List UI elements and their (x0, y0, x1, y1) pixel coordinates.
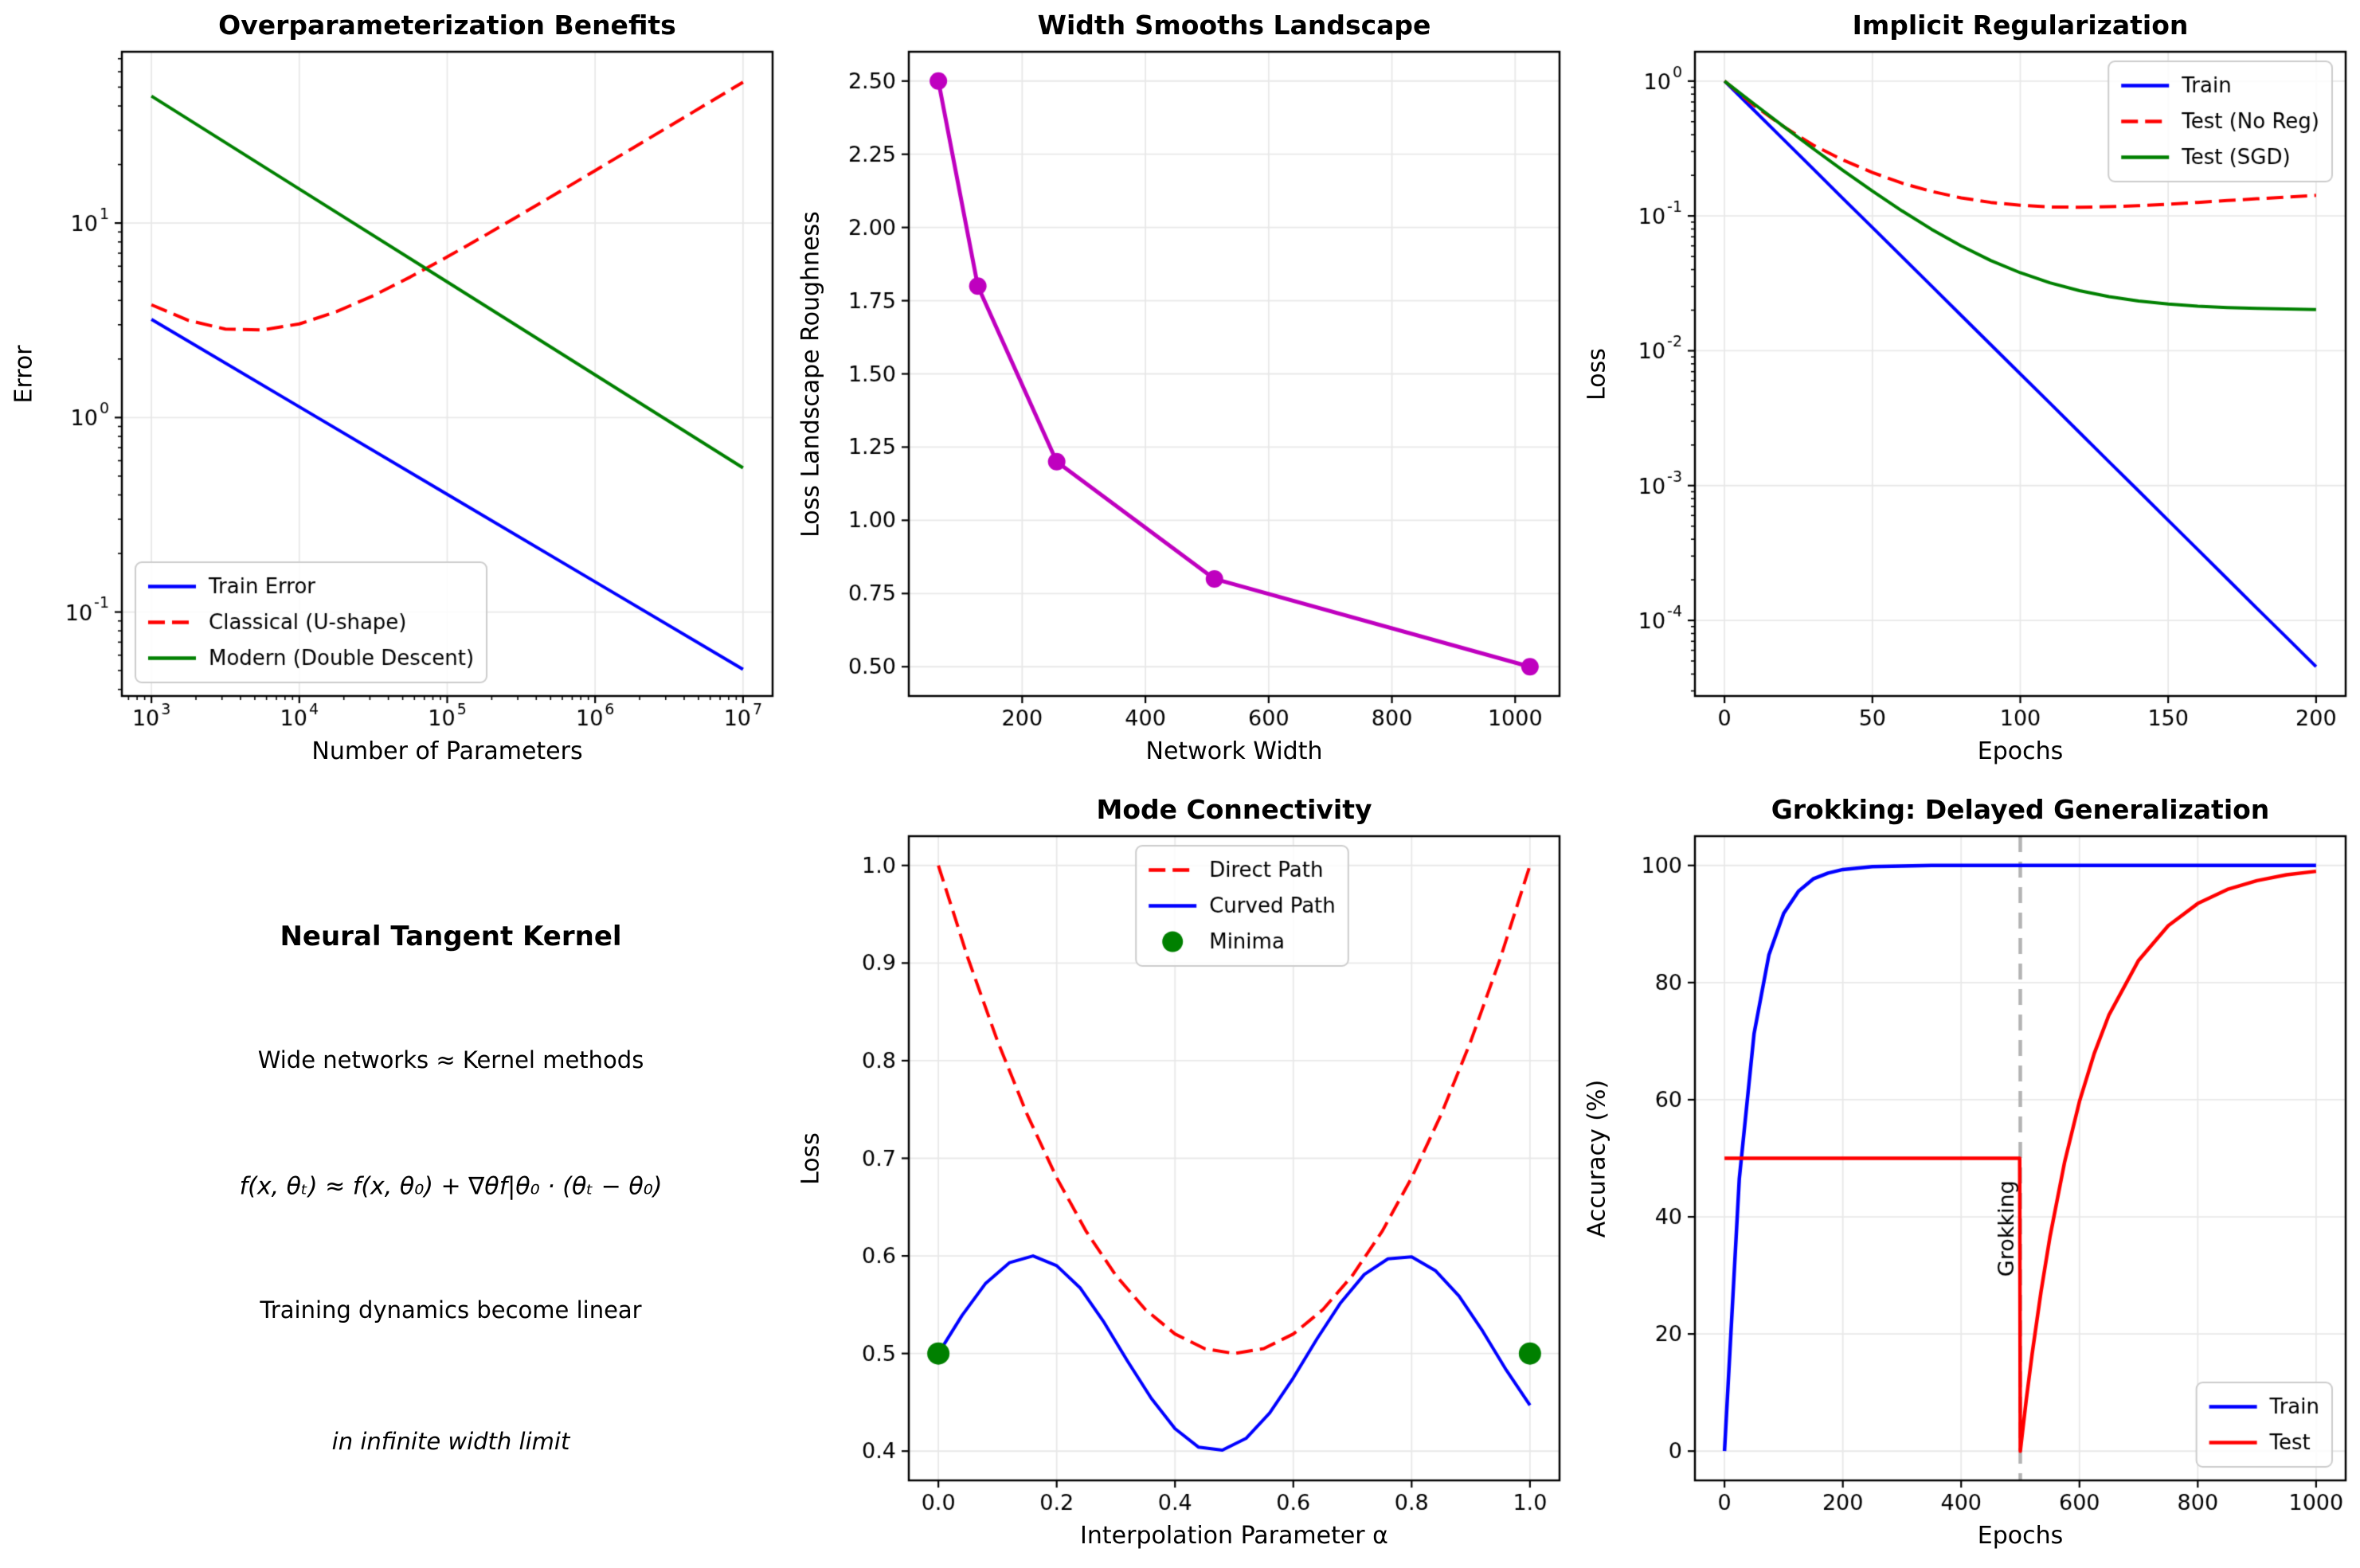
mode-connectivity-chart-canvas (787, 784, 1574, 1568)
chart-title-implicit-regularization: Implicit Regularization (1852, 10, 2189, 41)
y-axis-label: Error (10, 345, 38, 404)
ntk-line-wide-networks: Wide networks ≈ Kernel methods (257, 1046, 644, 1073)
y-axis-label: Loss Landscape Roughness (796, 211, 825, 538)
panel-mode-connectivity: Mode Connectivity Interpolation Paramete… (787, 784, 1574, 1568)
y-axis-label: Loss (796, 1132, 825, 1185)
chart-title-width-smooths: Width Smooths Landscape (1037, 10, 1431, 41)
x-axis-label: Epochs (1977, 737, 2064, 765)
width-smooths-chart-canvas (787, 0, 1574, 784)
panel-neural-tangent-kernel: Neural Tangent Kernel Wide networks ≈ Ke… (0, 784, 787, 1568)
x-axis-label: Interpolation Parameter α (1080, 1522, 1388, 1550)
ntk-line-infinite-width: in infinite width limit (331, 1428, 570, 1455)
grokking-chart-canvas (1573, 784, 2360, 1568)
x-axis-label: Epochs (1977, 1522, 2064, 1550)
chart-title-mode-connectivity: Mode Connectivity (1096, 794, 1372, 825)
panel-implicit-regularization: Implicit Regularization Epochs Loss (1573, 0, 2360, 784)
panel-overparameterization: Overparameterization Benefits Number of … (0, 0, 787, 784)
x-axis-label: Number of Parameters (311, 737, 583, 765)
x-axis-label: Network Width (1145, 737, 1323, 765)
y-axis-label: Loss (1583, 348, 1611, 401)
ntk-line-training-dynamics: Training dynamics become linear (260, 1296, 642, 1324)
chart-title-overparameterization: Overparameterization Benefits (218, 10, 676, 41)
chart-title-grokking: Grokking: Delayed Generalization (1771, 794, 2270, 825)
ntk-title: Neural Tangent Kernel (280, 921, 622, 952)
y-axis-label: Accuracy (%) (1583, 1079, 1611, 1238)
ntk-formula: f(x, θₜ) ≈ f(x, θ₀) + ∇θf|θ₀ · (θₜ − θ₀) (239, 1172, 663, 1201)
overparameterization-chart-canvas (0, 0, 787, 784)
panel-grokking: Grokking: Delayed Generalization Epochs … (1573, 784, 2360, 1568)
implicit-regularization-chart-canvas (1573, 0, 2360, 784)
panel-width-smooths: Width Smooths Landscape Network Width Lo… (787, 0, 1574, 784)
